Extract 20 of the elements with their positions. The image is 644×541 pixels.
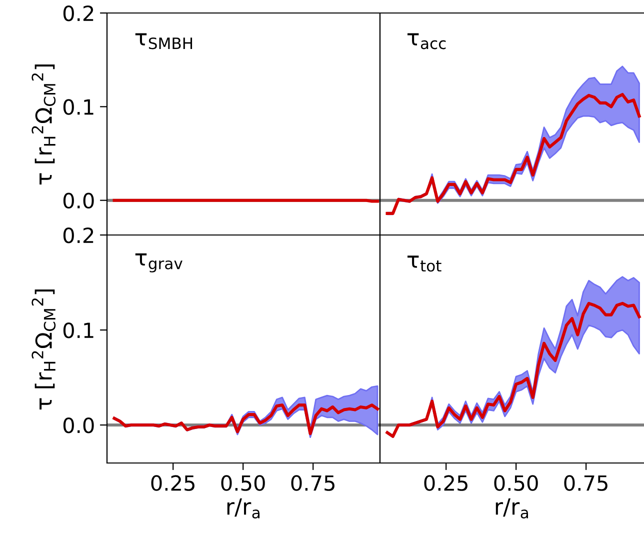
- text: τ$_{acc}$: [407, 33, 446, 50]
- y-tick-label: 0.0: [63, 192, 94, 209]
- y-axis-title: τ [r$_{H}$$^{2}$Ω$_{CM}$$^{2}$]: [32, 64, 56, 184]
- x-axis-title: r/r$_{a}$: [496, 498, 528, 518]
- x-tick-label: 0.50: [494, 475, 538, 491]
- y-tick-label: 0.1: [63, 322, 94, 338]
- x-tick-label: 0.25: [424, 475, 468, 491]
- y-tick-label: 0.1: [63, 99, 94, 115]
- y-axis-title: τ [r$_{H}$$^{2}$Ω$_{CM}$$^{2}$]: [32, 290, 56, 410]
- text: τ$_{grav}$: [135, 253, 182, 272]
- y-tick-label: 0.2: [63, 5, 94, 22]
- x-axis-title: r/r$_{a}$: [227, 498, 260, 518]
- x-tick-label: 0.75: [291, 475, 334, 491]
- y-tick-label: 0.2: [63, 227, 94, 244]
- x-tick-label: 0.75: [564, 475, 608, 491]
- x-tick-label: 0.25: [151, 475, 194, 491]
- text: τ$_{tot}$: [407, 256, 442, 272]
- x-tick-label: 0.50: [221, 475, 265, 491]
- y-tick-label: 0.0: [63, 417, 94, 434]
- text: τ$_{SMBH}$: [135, 33, 192, 50]
